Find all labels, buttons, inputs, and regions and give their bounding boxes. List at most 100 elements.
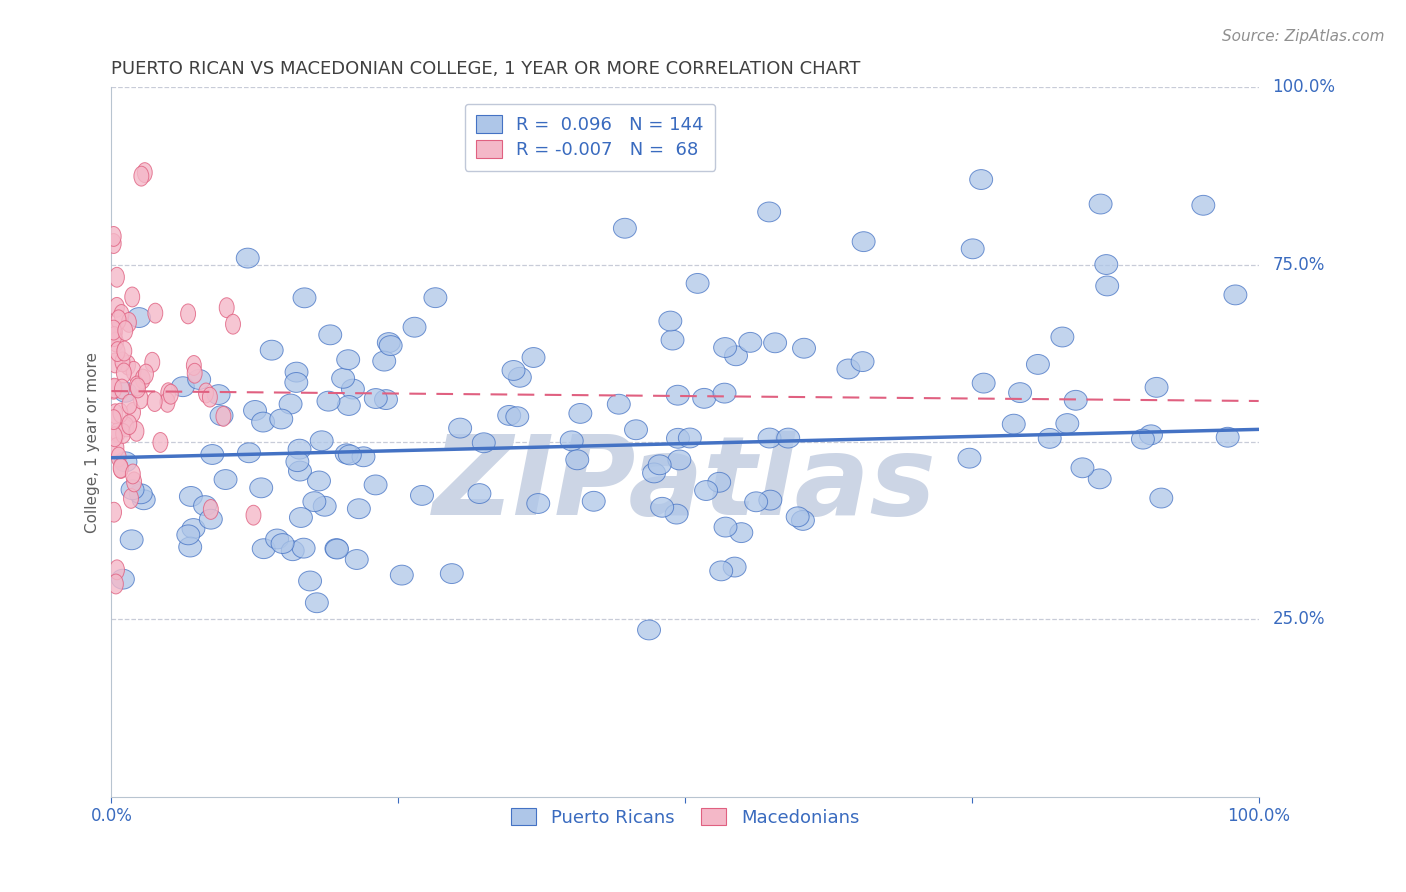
Ellipse shape [260,340,283,360]
Ellipse shape [290,508,312,527]
Ellipse shape [107,320,121,340]
Ellipse shape [122,394,136,414]
Ellipse shape [225,314,240,334]
Ellipse shape [204,500,218,519]
Ellipse shape [214,469,238,490]
Ellipse shape [112,458,128,478]
Ellipse shape [200,509,222,529]
Ellipse shape [851,351,875,372]
Ellipse shape [108,353,122,373]
Ellipse shape [117,363,131,383]
Ellipse shape [153,433,167,452]
Ellipse shape [565,450,589,470]
Ellipse shape [209,406,233,425]
Ellipse shape [714,517,737,537]
Ellipse shape [1064,391,1087,410]
Ellipse shape [425,288,447,308]
Ellipse shape [108,404,122,424]
Ellipse shape [613,219,637,238]
Ellipse shape [194,496,217,516]
Ellipse shape [404,318,426,337]
Ellipse shape [122,415,136,434]
Ellipse shape [107,427,122,447]
Ellipse shape [177,524,200,545]
Ellipse shape [311,431,333,450]
Ellipse shape [1088,469,1111,489]
Ellipse shape [280,394,302,414]
Ellipse shape [107,326,122,346]
Ellipse shape [107,227,121,246]
Ellipse shape [468,483,491,503]
Ellipse shape [1192,195,1215,215]
Ellipse shape [1056,414,1078,434]
Ellipse shape [560,431,583,450]
Ellipse shape [962,239,984,259]
Text: 100.0%: 100.0% [1272,78,1336,96]
Ellipse shape [132,490,155,509]
Ellipse shape [285,451,309,472]
Ellipse shape [666,385,689,405]
Ellipse shape [187,356,201,376]
Ellipse shape [651,498,673,517]
Ellipse shape [219,298,235,318]
Ellipse shape [114,383,136,402]
Ellipse shape [115,352,129,372]
Ellipse shape [201,444,224,465]
Ellipse shape [763,333,786,352]
Ellipse shape [129,421,143,442]
Ellipse shape [346,549,368,569]
Ellipse shape [1150,488,1173,508]
Ellipse shape [745,491,768,512]
Ellipse shape [1050,327,1074,347]
Ellipse shape [217,407,231,426]
Ellipse shape [288,461,312,481]
Text: 75.0%: 75.0% [1272,256,1324,274]
Ellipse shape [319,325,342,345]
Ellipse shape [314,496,336,516]
Ellipse shape [139,364,153,384]
Y-axis label: College, 1 year or more: College, 1 year or more [86,351,100,533]
Ellipse shape [1216,427,1239,447]
Ellipse shape [135,369,150,389]
Ellipse shape [668,450,690,470]
Ellipse shape [1090,194,1112,214]
Ellipse shape [624,420,648,440]
Ellipse shape [120,530,143,549]
Ellipse shape [148,303,163,323]
Ellipse shape [117,341,132,361]
Ellipse shape [187,363,202,384]
Ellipse shape [107,502,121,522]
Ellipse shape [411,485,433,506]
Ellipse shape [138,162,152,183]
Ellipse shape [131,378,145,398]
Ellipse shape [693,388,716,409]
Ellipse shape [110,268,124,287]
Ellipse shape [187,369,211,390]
Ellipse shape [134,389,148,409]
Ellipse shape [713,384,735,403]
Ellipse shape [252,412,274,432]
Ellipse shape [114,458,128,478]
Ellipse shape [238,442,260,463]
Ellipse shape [607,394,630,414]
Ellipse shape [271,533,294,553]
Ellipse shape [148,392,162,411]
Ellipse shape [180,486,202,507]
Ellipse shape [339,445,361,465]
Ellipse shape [111,569,135,589]
Ellipse shape [637,620,661,640]
Ellipse shape [1225,285,1247,305]
Ellipse shape [970,169,993,189]
Ellipse shape [316,392,340,411]
Ellipse shape [110,297,124,318]
Ellipse shape [252,539,276,558]
Ellipse shape [1008,383,1032,402]
Ellipse shape [665,504,688,524]
Ellipse shape [236,248,259,268]
Ellipse shape [678,428,702,448]
Ellipse shape [792,510,814,531]
Ellipse shape [364,389,387,409]
Ellipse shape [1144,377,1168,397]
Ellipse shape [110,560,125,580]
Ellipse shape [180,304,195,324]
